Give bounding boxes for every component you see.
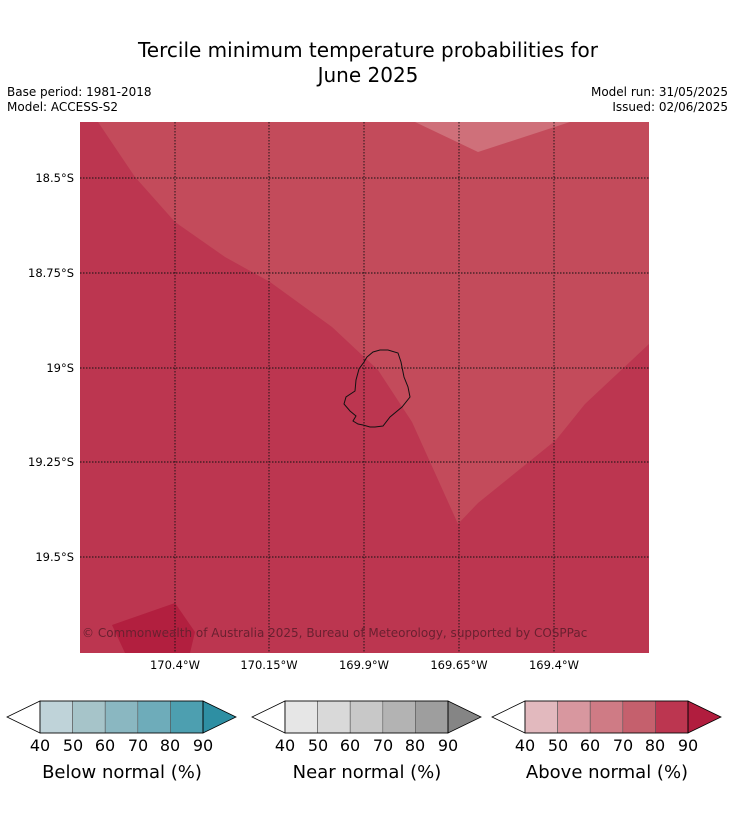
probability-region-darker <box>112 603 195 653</box>
lon-label: 169.65°W <box>430 658 488 672</box>
colorbar-swatch <box>349 700 384 734</box>
colorbar-label-below: Below normal (%) <box>42 762 202 783</box>
lat-label: 18.5°S <box>35 171 74 185</box>
issued-date: Issued: 02/06/2025 <box>612 100 728 114</box>
title-line-1: Tercile minimum temperature probabilitie… <box>137 38 599 62</box>
colorbar-swatch <box>284 700 318 734</box>
colorbar-label-above: Above normal (%) <box>525 762 689 783</box>
colorbar-swatch <box>382 700 416 734</box>
tick-label: 90 <box>192 736 214 755</box>
probability-region-lightest <box>415 122 570 152</box>
map-svg <box>80 122 649 653</box>
colorbar-below-normal <box>6 700 237 736</box>
colorbar-swatch <box>170 700 204 734</box>
tick-label: 60 <box>94 736 116 755</box>
colorbar-arrow-high <box>687 700 722 734</box>
tick-label: 80 <box>404 736 426 755</box>
colorbar-near-normal <box>251 700 482 736</box>
colorbar-swatch <box>104 700 139 734</box>
tick-label: 50 <box>307 736 329 755</box>
colorbar-frame <box>524 700 689 734</box>
colorbar-swatch <box>524 700 558 734</box>
base-period: Base period: 1981-2018 <box>7 85 152 99</box>
tick-label: 90 <box>677 736 699 755</box>
tick-label: 70 <box>372 736 394 755</box>
lon-label: 170.15°W <box>240 658 298 672</box>
tick-label: 70 <box>127 736 149 755</box>
page-title: Tercile minimum temperature probabilitie… <box>0 38 736 88</box>
colorbar-arrow-low <box>491 700 526 734</box>
lat-label: 19°S <box>46 361 74 375</box>
tick-label: 70 <box>612 736 634 755</box>
gridlines <box>80 122 649 653</box>
colorbar-swatch <box>622 700 656 734</box>
colorbar-swatch <box>589 700 624 734</box>
colorbar-frame <box>39 700 204 734</box>
colorbar-label-near: Near normal (%) <box>292 762 442 783</box>
colorbar-swatch <box>655 700 689 734</box>
island-outline <box>343 349 411 428</box>
lat-label: 19.25°S <box>28 455 74 469</box>
meta-left: Base period: 1981-2018 Model: ACCESS-S2 <box>7 85 152 115</box>
lat-label: 18.75°S <box>28 266 74 280</box>
colorbar-arrow-high <box>202 700 237 734</box>
lon-label: 169.4°W <box>528 658 580 672</box>
probability-region-lighter <box>98 122 649 524</box>
tick-label: 60 <box>579 736 601 755</box>
colorbar-above-normal <box>491 700 722 736</box>
colorbar-frame <box>284 700 449 734</box>
tick-label: 50 <box>547 736 569 755</box>
tick-label: 40 <box>274 736 296 755</box>
colorbar-arrow-low <box>6 700 41 734</box>
lon-label: 170.4°W <box>149 658 201 672</box>
colorbar-swatch <box>39 700 73 734</box>
tick-label: 40 <box>514 736 536 755</box>
lon-label: 169.9°W <box>338 658 390 672</box>
colorbar-swatch <box>137 700 171 734</box>
tick-label: 50 <box>62 736 84 755</box>
lat-label: 19.5°S <box>35 550 74 564</box>
model-name: Model: ACCESS-S2 <box>7 100 119 114</box>
model-run: Model run: 31/05/2025 <box>590 85 728 99</box>
tick-label: 60 <box>339 736 361 755</box>
tick-label: 40 <box>29 736 51 755</box>
colorbar-swatch <box>557 700 591 734</box>
colorbar-swatch <box>415 700 449 734</box>
tick-label: 90 <box>437 736 459 755</box>
colorbar-swatch <box>72 700 106 734</box>
colorbar-arrow-low <box>251 700 286 734</box>
copyright-notice: © Commonwealth of Australia 2025, Bureau… <box>82 626 588 640</box>
title-line-2: June 2025 <box>317 63 419 87</box>
colorbar-swatch <box>317 700 351 734</box>
tick-label: 80 <box>644 736 666 755</box>
tick-label: 80 <box>159 736 181 755</box>
map-panel[interactable] <box>80 122 649 653</box>
meta-right: Model run: 31/05/2025 Issued: 02/06/2025 <box>591 85 728 115</box>
colorbar-arrow-high <box>447 700 482 734</box>
